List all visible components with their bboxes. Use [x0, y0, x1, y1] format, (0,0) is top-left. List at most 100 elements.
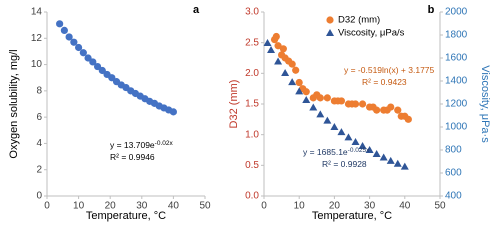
x-tick-label: 0 [261, 201, 267, 212]
y2-tick-label: 1400 [445, 76, 468, 87]
data-point [108, 74, 116, 82]
y2-tick-label: 2000 [445, 7, 468, 18]
x-tick-label: 40 [168, 201, 180, 212]
x-tick-label: 30 [136, 201, 148, 212]
trendline-equation: R² = 0.9946 [110, 152, 155, 162]
data-point [351, 137, 360, 145]
data-point [344, 133, 353, 141]
data-point [393, 159, 402, 167]
data-point [263, 39, 272, 47]
data-point [281, 68, 290, 76]
y-tick-label: 2.0 [245, 68, 259, 79]
data-point [358, 100, 367, 108]
equation-exponent: -0.02x [155, 140, 174, 147]
data-point [372, 150, 381, 158]
legend-marker [326, 16, 334, 24]
trendline-equation: y = -0.519ln(x) + 3.1775 [344, 65, 435, 75]
data-point [93, 62, 102, 71]
data-point [400, 162, 409, 170]
data-point [98, 66, 106, 75]
data-point [386, 156, 395, 164]
y2-tick-label: 400 [445, 191, 462, 202]
data-point [373, 106, 381, 114]
y-tick-label: 2 [36, 164, 42, 175]
x-tick-label: 50 [434, 201, 446, 212]
data-point [274, 57, 283, 65]
y2-tick-label: 1200 [445, 99, 468, 110]
data-point [323, 94, 331, 102]
data-point [60, 26, 68, 34]
y-axis-title: Oxygen solubility, mg/l [8, 49, 20, 158]
data-point [169, 108, 177, 116]
equation-text: R² = 0.9928 [322, 159, 367, 169]
data-point [323, 116, 332, 124]
y2-tick-label: 600 [445, 168, 462, 179]
legend-label: Viscosity, μPa/s [338, 28, 405, 39]
data-point [65, 33, 73, 41]
equation-text: y = 13.709e [110, 140, 155, 150]
y-tick-label: 14 [31, 7, 43, 18]
y-tick-label: 10 [31, 59, 43, 70]
equation-text: y = -0.519ln(x) + 3.1775 [344, 65, 435, 75]
data-point [316, 94, 324, 102]
x-axis-title: Temperature, °C [86, 210, 166, 222]
y-tick-label: 2.5 [245, 37, 259, 48]
data-point [365, 146, 374, 153]
y-tick-label: 0.0 [245, 191, 259, 202]
data-point [351, 100, 360, 108]
data-point [272, 32, 280, 41]
data-point [70, 38, 78, 46]
data-point [56, 20, 64, 28]
data-point [394, 106, 402, 114]
data-point [274, 42, 282, 50]
x-tick-label: 20 [105, 201, 117, 212]
legend-marker [326, 29, 334, 36]
y-tick-label: 1.5 [245, 99, 259, 110]
x-tick-label: 40 [399, 201, 411, 212]
panel-label: b [428, 4, 435, 16]
y2-tick-label: 1800 [445, 30, 468, 41]
equation-exponent: -0.025x [348, 147, 370, 154]
data-point [75, 43, 83, 52]
y2-tick-label: 1600 [445, 53, 468, 64]
trendline-equation: y = 1685.1e-0.025x [303, 147, 370, 158]
data-point [330, 123, 339, 130]
y-axis-title: D32 (mm) [228, 80, 240, 129]
x-axis-title: Temperature, °C [312, 210, 392, 222]
data-point [267, 45, 276, 53]
y2-tick-label: 800 [445, 145, 462, 156]
data-point [79, 49, 87, 57]
data-point [292, 66, 300, 74]
data-point [309, 103, 318, 111]
x-tick-label: 0 [44, 201, 50, 212]
data-point [302, 88, 310, 96]
trendline-equation: R² = 0.9423 [362, 77, 407, 87]
y-tick-label: 0.5 [245, 160, 259, 171]
data-point [84, 54, 92, 62]
x-tick-label: 50 [199, 201, 211, 212]
x-tick-label: 30 [364, 201, 376, 212]
data-point [89, 58, 97, 66]
figure: 0 10 20 30 40 50 0 2 4 6 8 10 12 14 Temperature, °C Oxy… [8, 4, 491, 222]
equation-text: R² = 0.9423 [362, 77, 407, 87]
data-point [387, 103, 395, 111]
data-point [295, 87, 304, 95]
data-point [379, 153, 388, 161]
equation-text: y = 1685.1e [303, 147, 348, 157]
data-point [279, 45, 287, 53]
data-point [337, 97, 346, 105]
data-point [295, 78, 303, 87]
equation-text: R² = 0.9946 [110, 152, 155, 162]
y-tick-label: 8 [36, 85, 42, 96]
trendline-equation: y = 13.709e-0.02x [110, 140, 173, 151]
data-point [358, 141, 367, 149]
y-tick-label: 12 [31, 33, 43, 44]
y-tick-label: 6 [36, 112, 42, 123]
data-point [302, 95, 311, 103]
y-tick-label: 4 [36, 138, 42, 149]
y-tick-label: 1.0 [245, 129, 259, 140]
data-point [316, 110, 325, 118]
y-tick-label: 3.0 [245, 7, 259, 18]
data-point [288, 60, 296, 68]
panel-label: a [193, 4, 200, 16]
